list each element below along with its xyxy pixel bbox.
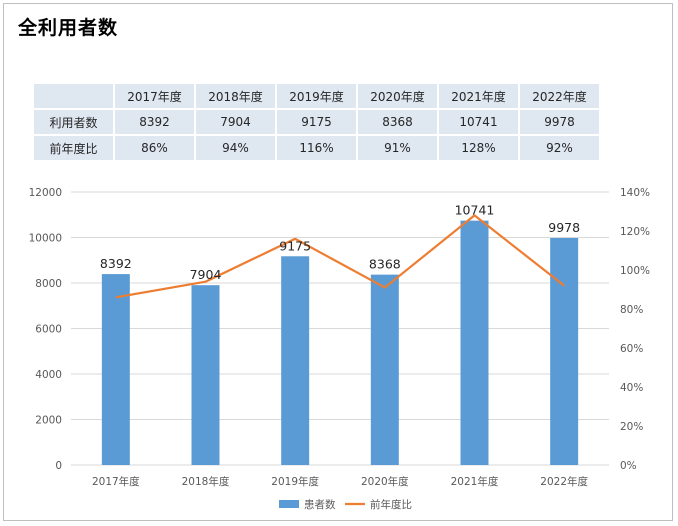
table-header-cell: 2018年度 <box>196 84 275 108</box>
data-label: 9978 <box>548 220 580 235</box>
table-row-label: 利用者数 <box>34 110 113 134</box>
legend-label: 患者数 <box>304 498 336 511</box>
table-cell: 8392 <box>115 110 194 134</box>
x-axis-tick-label: 2017年度 <box>92 475 140 488</box>
table-header-cell: 2017年度 <box>115 84 194 108</box>
table-cell: 128% <box>439 136 518 160</box>
bar <box>281 256 310 465</box>
table-cell: 8368 <box>358 110 437 134</box>
x-axis-tick-label: 2018年度 <box>182 475 230 488</box>
table-corner-cell <box>34 84 113 108</box>
data-label: 9175 <box>279 238 311 253</box>
legend-label: 前年度比 <box>370 498 412 511</box>
bar <box>550 238 579 465</box>
right-axis-tick-label: 0% <box>620 460 637 472</box>
table-cell: 9978 <box>520 110 599 134</box>
right-axis-tick-label: 140% <box>620 187 650 199</box>
right-axis-tick-label: 80% <box>620 304 643 316</box>
bar <box>460 220 489 465</box>
table-cell: 94% <box>196 136 275 160</box>
bar <box>370 274 399 465</box>
left-axis-tick-label: 12000 <box>29 187 62 199</box>
bar <box>101 274 130 465</box>
x-axis-tick-label: 2022年度 <box>540 475 588 488</box>
left-axis-tick-label: 4000 <box>35 369 62 381</box>
table-cell: 86% <box>115 136 194 160</box>
chart-frame <box>3 3 673 521</box>
right-axis-tick-label: 60% <box>620 343 643 355</box>
table-cell: 91% <box>358 136 437 160</box>
table-cell: 92% <box>520 136 599 160</box>
table-cell: 7904 <box>196 110 275 134</box>
data-label: 7904 <box>190 267 222 282</box>
table-cell: 116% <box>277 136 356 160</box>
legend-bar-swatch <box>279 500 299 508</box>
table-header-cell: 2020年度 <box>358 84 437 108</box>
bar <box>191 285 220 465</box>
left-axis-tick-label: 0 <box>55 460 62 472</box>
data-label: 8368 <box>369 257 401 272</box>
table-cell: 9175 <box>277 110 356 134</box>
x-axis-tick-label: 2020年度 <box>361 475 409 488</box>
left-axis-tick-label: 10000 <box>29 233 62 245</box>
left-axis-tick-label: 6000 <box>35 324 62 336</box>
ratio-line <box>115 214 565 299</box>
table-header-cell: 2021年度 <box>439 84 518 108</box>
data-label: 10741 <box>455 203 495 218</box>
table-row-label: 前年度比 <box>34 136 113 160</box>
x-axis-tick-label: 2021年度 <box>451 475 499 488</box>
table-row: 前年度比 86% 94% 116% 91% 128% 92% <box>34 136 599 160</box>
table-header-cell: 2022年度 <box>520 84 599 108</box>
summary-table: 2017年度 2018年度 2019年度 2020年度 2021年度 2022年… <box>32 82 601 162</box>
left-axis-tick-label: 2000 <box>35 415 62 427</box>
table-header-cell: 2019年度 <box>277 84 356 108</box>
left-axis-tick-label: 8000 <box>35 278 62 290</box>
right-axis-tick-label: 20% <box>620 421 643 433</box>
right-axis-tick-label: 100% <box>620 265 650 277</box>
table-header-row: 2017年度 2018年度 2019年度 2020年度 2021年度 2022年… <box>34 84 599 108</box>
right-axis-tick-label: 120% <box>620 226 650 238</box>
right-axis-tick-label: 40% <box>620 382 643 394</box>
x-axis-tick-label: 2019年度 <box>271 475 319 488</box>
data-label: 8392 <box>100 256 132 271</box>
page-title: 全利用者数 <box>18 17 119 39</box>
table-cell: 10741 <box>439 110 518 134</box>
table-row: 利用者数 8392 7904 9175 8368 10741 9978 <box>34 110 599 134</box>
